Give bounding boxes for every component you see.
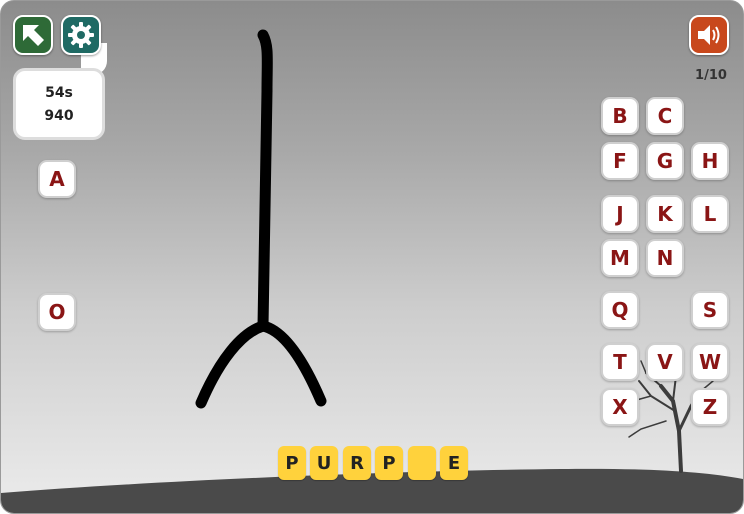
letter-button-c[interactable]: C (646, 97, 684, 135)
word-slot: R (343, 446, 371, 480)
word-slot: P (375, 446, 403, 480)
level-progress: 1/10 (695, 68, 727, 83)
letter-button-s[interactable]: S (691, 291, 729, 329)
letter-button-o[interactable]: O (38, 293, 76, 331)
letter-button-k[interactable]: K (646, 195, 684, 233)
letter-button-q[interactable]: Q (601, 291, 639, 329)
sound-button[interactable] (689, 15, 729, 55)
ground-hill (1, 468, 743, 513)
score-text: 940 (44, 107, 74, 124)
speaker-icon (698, 25, 720, 45)
word-slot: E (440, 446, 468, 480)
letter-button-n[interactable]: N (646, 239, 684, 277)
gear-icon (68, 22, 94, 48)
letter-button-j[interactable]: J (601, 195, 639, 233)
letter-button-x[interactable]: X (601, 388, 639, 426)
arrow-up-left-icon (23, 25, 44, 46)
letter-button-v[interactable]: V (646, 343, 684, 381)
letter-button-t[interactable]: T (601, 343, 639, 381)
word-slot: U (310, 446, 338, 480)
letter-button-m[interactable]: M (601, 239, 639, 277)
timer-text: 54s (45, 84, 73, 101)
gallows-pole (257, 29, 273, 332)
stats-panel: 54s 940 (13, 68, 105, 140)
gallows-right-leg (257, 320, 327, 407)
letter-button-b[interactable]: B (601, 97, 639, 135)
hangman-drawing (195, 29, 327, 409)
home-button[interactable] (13, 15, 53, 55)
letter-button-w[interactable]: W (691, 343, 729, 381)
letter-button-a[interactable]: A (38, 160, 76, 198)
letter-button-g[interactable]: G (646, 142, 684, 180)
settings-button[interactable] (61, 15, 101, 55)
letter-button-z[interactable]: Z (691, 388, 729, 426)
letter-button-l[interactable]: L (691, 195, 729, 233)
word-slot: P (278, 446, 306, 480)
word-slot-empty (408, 446, 436, 480)
letter-button-h[interactable]: H (691, 142, 729, 180)
gallows-left-leg (195, 320, 269, 409)
letter-button-f[interactable]: F (601, 142, 639, 180)
